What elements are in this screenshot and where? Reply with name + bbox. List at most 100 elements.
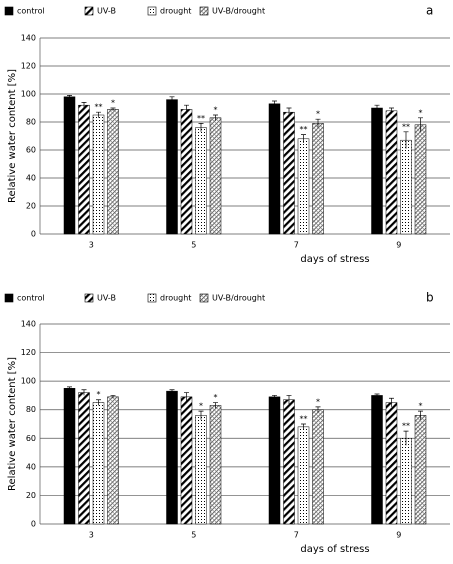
legend-swatch <box>4 293 14 303</box>
significance-marker: * <box>97 390 101 399</box>
x-tick-label: 3 <box>89 241 94 250</box>
bar <box>385 402 398 525</box>
y-axis-label: Relative water content [%] <box>7 357 18 491</box>
legend-swatch <box>147 6 157 16</box>
error-bar <box>418 117 423 132</box>
bar <box>63 96 76 235</box>
y-tick-label: 80 <box>26 118 36 127</box>
y-tick-label: 60 <box>26 146 36 155</box>
bar <box>371 107 383 235</box>
bar <box>268 103 281 235</box>
significance-marker: ** <box>300 415 308 424</box>
error-bar <box>389 107 394 114</box>
y-tick-label: 0 <box>31 230 36 239</box>
bar <box>414 124 427 235</box>
legend-swatch <box>4 6 14 16</box>
y-tick-label: 20 <box>26 491 36 500</box>
error-bar <box>286 395 292 404</box>
bar <box>209 405 222 525</box>
panel-label: a <box>426 4 433 18</box>
error-bar <box>169 389 175 393</box>
error-bar <box>374 393 380 397</box>
error-bar <box>286 107 292 117</box>
error-bar <box>169 96 175 103</box>
error-bar <box>198 123 204 132</box>
significance-marker: * <box>316 397 320 406</box>
legend-label: control <box>17 294 45 303</box>
bar <box>209 117 222 235</box>
y-tick-label: 120 <box>21 62 36 71</box>
x-tick-label: 5 <box>191 241 196 250</box>
legend-swatch <box>84 6 94 16</box>
bar <box>385 110 398 235</box>
y-tick-label: 20 <box>26 202 36 211</box>
legend-label: UV-B <box>97 294 116 303</box>
bar <box>312 409 324 525</box>
bar <box>107 109 119 235</box>
bar <box>92 114 105 235</box>
y-axis-label: Relative water content [%] <box>7 69 18 203</box>
y-tick-label: 120 <box>21 348 36 357</box>
error-bar <box>67 386 72 390</box>
error-bar <box>110 107 116 111</box>
error-bar <box>403 430 409 446</box>
bar <box>312 123 324 235</box>
bar <box>180 109 193 235</box>
error-bar <box>67 95 72 99</box>
legend-label: drought <box>160 294 191 303</box>
error-bar <box>198 410 204 420</box>
legend-label: UV-B/drought <box>212 294 265 303</box>
error-bar <box>301 423 306 430</box>
error-bar <box>272 100 277 107</box>
bar <box>195 127 207 235</box>
bar <box>195 415 207 525</box>
x-tick-label: 7 <box>294 531 299 540</box>
error-bar <box>213 114 218 121</box>
legend-swatch <box>199 293 209 303</box>
legend-label: drought <box>160 7 191 16</box>
significance-marker: * <box>199 402 203 411</box>
error-bar <box>315 118 321 128</box>
panel-label: b <box>426 291 434 305</box>
legend-swatch <box>147 293 157 303</box>
significance-marker: * <box>419 108 423 117</box>
y-tick-label: 100 <box>21 377 36 386</box>
x-tick-label: 7 <box>294 241 299 250</box>
significance-marker: ** <box>402 122 410 131</box>
significance-marker: * <box>419 402 423 411</box>
y-tick-label: 100 <box>21 90 36 99</box>
error-bar <box>96 399 101 406</box>
legend-label: UV-B <box>97 7 116 16</box>
error-bar <box>213 402 218 409</box>
legend-swatch <box>84 293 94 303</box>
y-tick-label: 80 <box>26 405 36 414</box>
y-tick-label: 60 <box>26 434 36 443</box>
significance-marker: * <box>214 393 218 402</box>
bar <box>180 396 193 525</box>
bar <box>78 104 90 235</box>
error-bar <box>272 395 277 399</box>
x-axis-label: days of stress <box>300 254 369 265</box>
bar <box>400 438 412 525</box>
error-bar <box>184 104 189 114</box>
error-bar <box>403 131 409 149</box>
significance-marker: ** <box>300 125 308 134</box>
bar <box>297 138 310 235</box>
bar <box>297 426 310 525</box>
bar <box>283 399 295 525</box>
y-tick-label: 40 <box>26 174 36 183</box>
error-bar <box>301 134 306 143</box>
significance-marker: ** <box>402 422 410 431</box>
error-bar <box>96 111 101 118</box>
bar <box>78 392 90 525</box>
error-bar <box>81 102 87 108</box>
significance-marker: * <box>316 110 320 119</box>
error-bar <box>81 389 87 396</box>
bar <box>166 99 178 235</box>
significance-marker: ** <box>95 103 103 112</box>
x-axis-label: days of stress <box>300 544 369 555</box>
error-bar <box>418 410 423 420</box>
bar <box>371 395 383 525</box>
legend-label: control <box>17 7 45 16</box>
